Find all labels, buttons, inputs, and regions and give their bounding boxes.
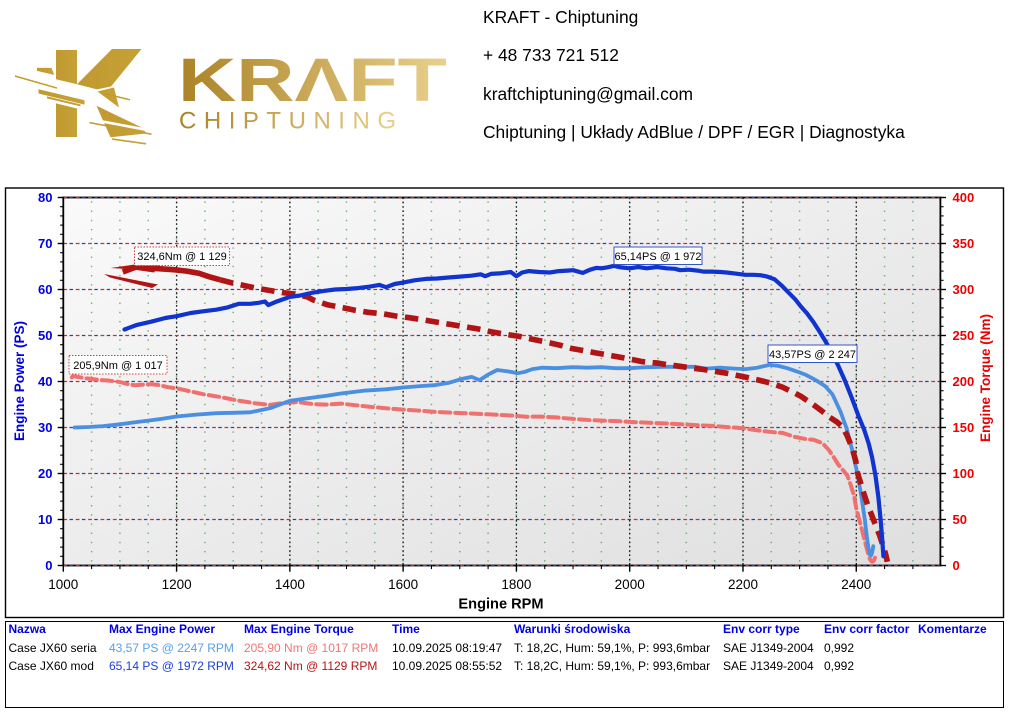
svg-text:0: 0 [45,558,52,573]
svg-text:205,9Nm @ 1 017: 205,9Nm @ 1 017 [73,360,162,372]
svg-text:350: 350 [953,236,975,251]
svg-text:2200: 2200 [728,577,758,592]
svg-text:1800: 1800 [501,577,531,592]
svg-text:300: 300 [953,282,975,297]
svg-text:400: 400 [953,190,975,205]
svg-text:0: 0 [953,558,960,573]
svg-text:80: 80 [38,190,52,205]
svg-text:65,14PS @ 1 972: 65,14PS @ 1 972 [614,251,701,263]
svg-text:Engine Torque (Nm): Engine Torque (Nm) [978,314,993,442]
svg-text:30: 30 [38,420,52,435]
svg-text:1600: 1600 [388,577,418,592]
svg-text:2400: 2400 [841,577,871,592]
svg-text:43,57PS @ 2 247: 43,57PS @ 2 247 [769,349,856,361]
svg-text:250: 250 [953,328,975,343]
svg-text:150: 150 [953,420,975,435]
svg-text:1000: 1000 [48,577,78,592]
svg-text:70: 70 [38,236,52,251]
svg-text:20: 20 [38,466,52,481]
svg-text:1400: 1400 [275,577,305,592]
svg-text:100: 100 [953,466,975,481]
svg-text:50: 50 [953,512,967,527]
svg-text:1200: 1200 [162,577,192,592]
svg-text:Engine RPM: Engine RPM [458,597,543,613]
svg-text:KRΛFT: KRΛFT [178,46,447,114]
svg-text:10: 10 [38,512,52,527]
svg-text:40: 40 [38,374,52,389]
svg-text:Engine Power (PS): Engine Power (PS) [12,321,27,441]
svg-text:2000: 2000 [615,577,645,592]
svg-text:60: 60 [38,282,52,297]
svg-text:50: 50 [38,328,52,343]
svg-text:324,6Nm @ 1 129: 324,6Nm @ 1 129 [137,251,226,263]
svg-text:200: 200 [953,374,975,389]
